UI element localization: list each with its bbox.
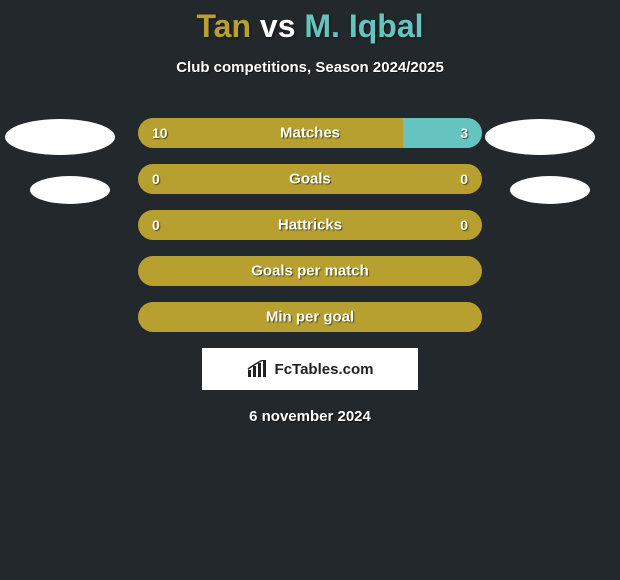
stat-value-right: 0 bbox=[460, 217, 468, 233]
stat-label: Goals per match bbox=[251, 263, 369, 280]
stat-value-left: 0 bbox=[152, 217, 160, 233]
date-label: 6 november 2024 bbox=[0, 408, 620, 425]
chart-icon bbox=[247, 360, 269, 378]
avatar-right-large bbox=[485, 119, 595, 155]
avatar-left-small bbox=[30, 176, 110, 204]
stat-row: Min per goal bbox=[138, 302, 482, 332]
stat-label: Hattricks bbox=[278, 217, 342, 234]
title-player2: M. Iqbal bbox=[304, 8, 423, 44]
title-vs: vs bbox=[260, 8, 296, 44]
stat-row: Goals per match bbox=[138, 256, 482, 286]
stat-label: Matches bbox=[280, 125, 340, 142]
title-player1: Tan bbox=[197, 8, 252, 44]
stat-value-left: 10 bbox=[152, 125, 168, 141]
stat-value-left: 0 bbox=[152, 171, 160, 187]
source-badge: FcTables.com bbox=[202, 348, 418, 390]
stat-row: Goals 0 0 bbox=[138, 164, 482, 194]
avatar-right-small bbox=[510, 176, 590, 204]
subtitle: Club competitions, Season 2024/2025 bbox=[0, 59, 620, 76]
stat-value-right: 0 bbox=[460, 171, 468, 187]
stat-row: Matches 10 3 bbox=[138, 118, 482, 148]
bar-left-segment bbox=[138, 118, 403, 148]
stat-value-right: 3 bbox=[460, 125, 468, 141]
page-title: Tan vs M. Iqbal bbox=[0, 0, 620, 45]
container: Tan vs M. Iqbal Club competitions, Seaso… bbox=[0, 0, 620, 580]
bar-right-segment bbox=[403, 118, 482, 148]
stat-label: Goals bbox=[289, 171, 331, 188]
stat-label: Min per goal bbox=[266, 309, 354, 326]
source-badge-text: FcTables.com bbox=[275, 361, 374, 378]
stat-row: Hattricks 0 0 bbox=[138, 210, 482, 240]
avatar-left-large bbox=[5, 119, 115, 155]
